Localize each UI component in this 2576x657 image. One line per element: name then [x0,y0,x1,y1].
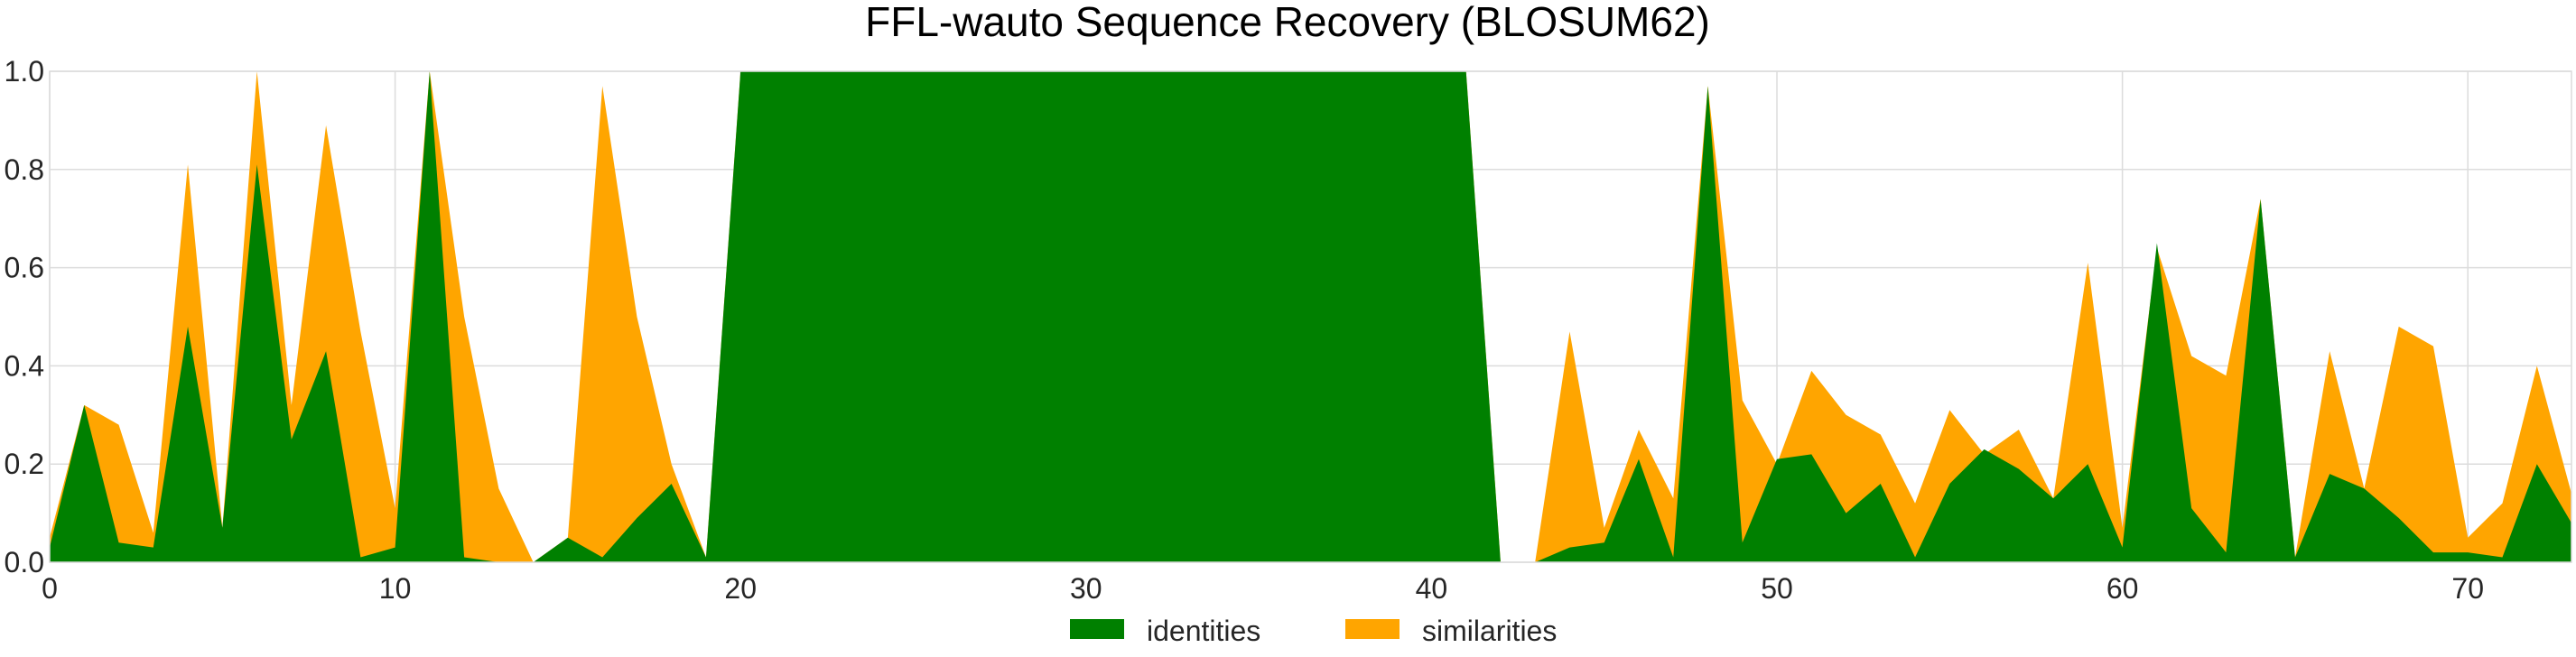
y-tick-label: 0.6 [5,252,44,284]
legend-label-similarities: similarities [1422,615,1557,647]
chart-title: FFL-wauto Sequence Recovery (BLOSUM62) [865,0,1710,45]
area-series-identities [50,71,2571,562]
legend-swatch-similarities [1345,619,1400,639]
legend-label-identities: identities [1147,615,1260,647]
legend-swatch-identities [1070,619,1124,639]
x-tick-label: 20 [724,572,757,605]
tick-layer: 0 10 20 30 40 50 60 70 0.0 0.2 0.4 0.6 0.8 1.0 [5,55,2485,605]
legend: identities similarities [1070,615,1557,647]
series-layer [50,71,2571,562]
y-tick-label: 0.0 [5,546,44,578]
x-tick-label: 70 [2451,572,2484,605]
y-tick-label: 1.0 [5,55,44,88]
x-tick-label: 0 [42,572,58,605]
y-tick-label: 0.2 [5,448,44,480]
plot-frame [49,70,2572,563]
x-tick-label: 60 [2106,572,2139,605]
y-tick-label: 0.4 [5,349,44,382]
x-tick-label: 30 [1070,572,1102,605]
x-tick-label: 10 [379,572,412,605]
x-tick-label: 40 [1416,572,1448,605]
x-tick-label: 50 [1761,572,1793,605]
y-tick-label: 0.8 [5,153,44,186]
